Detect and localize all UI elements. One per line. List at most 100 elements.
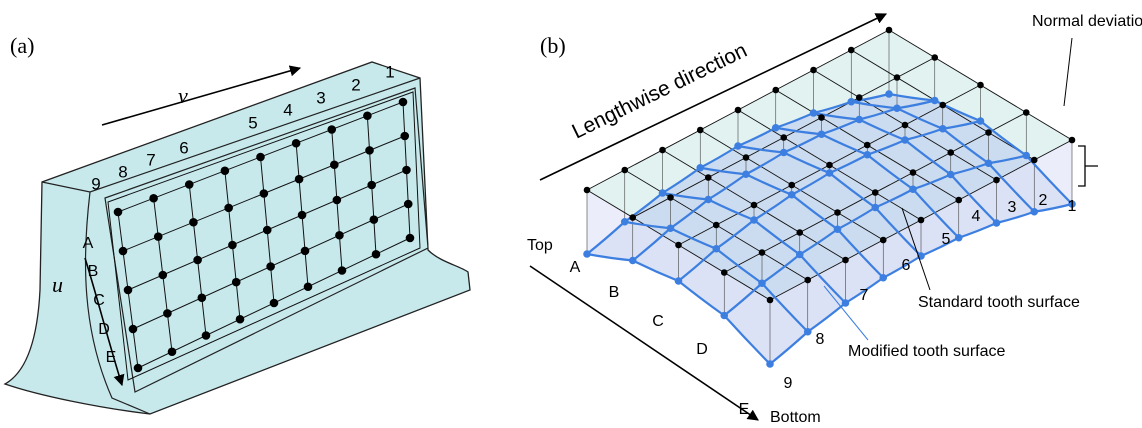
grid-node	[292, 139, 301, 148]
standard-node	[621, 167, 628, 174]
leader	[1064, 38, 1072, 106]
row-label: B	[609, 284, 620, 301]
modified-node	[667, 224, 675, 232]
column-label: 6	[179, 138, 188, 157]
column-label: 8	[118, 162, 127, 181]
standard-node	[880, 237, 887, 244]
modified-node	[993, 219, 1001, 227]
column-label: 1	[385, 62, 394, 81]
modified-node	[842, 299, 850, 307]
row-label: A	[570, 259, 581, 276]
grid-node	[363, 111, 372, 120]
modified-node	[879, 274, 887, 282]
modified-node	[901, 136, 909, 144]
grid-node	[263, 226, 272, 235]
grid-node	[232, 278, 241, 287]
standard-node	[977, 82, 984, 89]
standard-node	[1031, 157, 1038, 164]
grid-node	[298, 211, 307, 220]
column-label: 2	[351, 75, 360, 94]
grid-node	[338, 266, 347, 275]
u-label: u	[52, 272, 63, 297]
modified-node	[621, 218, 629, 226]
column-label: 7	[860, 287, 869, 304]
modified-node	[985, 159, 993, 167]
grid-node	[256, 153, 265, 162]
modified-node	[675, 277, 683, 285]
standard-node	[872, 189, 879, 196]
standard-node	[842, 257, 849, 264]
grid-node	[399, 98, 408, 107]
standard-node	[804, 277, 811, 284]
row-label: D	[696, 341, 708, 358]
row-label: C	[652, 313, 664, 330]
standard-node	[751, 202, 758, 209]
grid-node	[119, 247, 128, 256]
standard-label: Standard tooth surface	[918, 294, 1080, 311]
standard-node	[796, 229, 803, 236]
standard-node	[629, 214, 636, 221]
grid-node	[330, 160, 339, 169]
modified-label: Modified tooth surface	[848, 343, 1006, 360]
grid-node	[365, 146, 374, 155]
grid-node	[154, 232, 163, 241]
standard-node	[780, 134, 787, 141]
grid-node	[370, 215, 379, 224]
column-label: 3	[1008, 199, 1017, 216]
grid-node	[260, 189, 269, 198]
grid-node	[189, 218, 198, 227]
modified-node	[893, 104, 901, 112]
standard-node	[848, 47, 855, 54]
modified-node	[696, 164, 704, 172]
standard-node	[675, 242, 682, 249]
modified-node	[939, 125, 947, 133]
modified-node	[742, 170, 750, 178]
grid-node	[301, 247, 310, 256]
modified-node	[659, 189, 667, 197]
v-label: v	[178, 83, 188, 108]
grid-node	[327, 125, 336, 134]
standard-node	[705, 174, 712, 181]
modified-node	[871, 204, 879, 212]
grid-node	[335, 231, 344, 240]
standard-node	[659, 147, 666, 154]
prism	[5, 62, 470, 414]
grid-node	[163, 309, 172, 318]
standard-node	[918, 217, 925, 224]
standard-node	[767, 297, 774, 304]
grid-node	[333, 196, 342, 205]
modified-node	[780, 149, 788, 157]
modified-node	[720, 312, 728, 320]
grid-node	[129, 325, 138, 334]
modified-node	[847, 98, 855, 106]
normal-deviation-label: Normal deviation	[1032, 13, 1142, 30]
standard-node	[667, 194, 674, 201]
standard-node	[697, 127, 704, 134]
grid-node	[367, 181, 376, 190]
standard-node	[584, 187, 591, 194]
column-label: 3	[316, 88, 325, 107]
modified-node	[947, 171, 955, 179]
column-label: 8	[816, 331, 825, 348]
standard-node	[856, 94, 863, 101]
standard-node	[931, 54, 938, 61]
row-label: A	[83, 235, 94, 252]
grid-node	[236, 315, 245, 324]
modified-node	[734, 142, 742, 150]
standard-node	[772, 87, 779, 94]
standard-node	[721, 269, 728, 276]
modified-node	[855, 116, 863, 124]
grid-node	[202, 331, 211, 340]
grid-node	[149, 194, 158, 203]
modified-node	[772, 124, 780, 132]
column-label: 5	[942, 231, 951, 248]
grid-node	[266, 262, 275, 271]
modified-node	[834, 225, 842, 233]
modified-node	[1030, 208, 1038, 216]
grid-node	[295, 175, 304, 184]
grid-node	[198, 293, 207, 302]
standard-node	[993, 177, 1000, 184]
grid-node	[400, 132, 409, 141]
modified-node	[788, 191, 796, 199]
modified-node	[909, 185, 917, 193]
